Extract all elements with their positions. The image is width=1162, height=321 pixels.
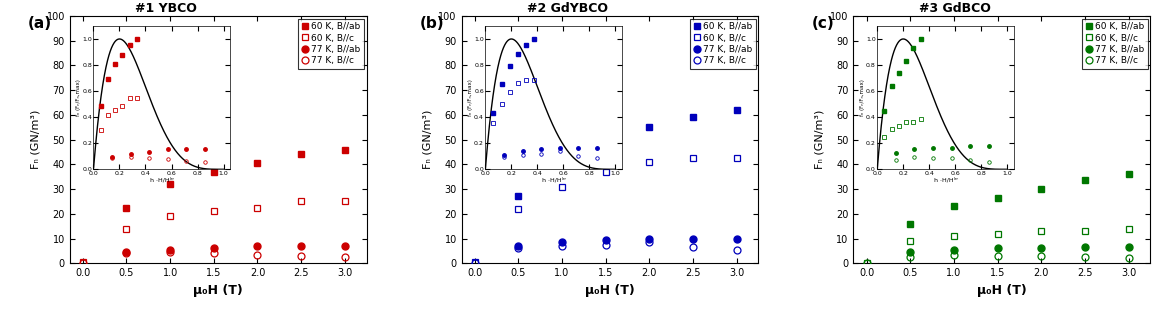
Legend: 60 K, B//ab, 60 K, B//c, 77 K, B//ab, 77 K, B//c: 60 K, B//ab, 60 K, B//c, 77 K, B//ab, 77… — [299, 19, 364, 69]
Text: #2 GdYBCO: #2 GdYBCO — [526, 2, 608, 15]
Y-axis label: Fₙ (GN/m³): Fₙ (GN/m³) — [815, 110, 825, 169]
Y-axis label: Fₙ (GN/m³): Fₙ (GN/m³) — [423, 110, 432, 169]
X-axis label: μ₀H (T): μ₀H (T) — [977, 284, 1027, 297]
X-axis label: μ₀H (T): μ₀H (T) — [193, 284, 243, 297]
Y-axis label: Fₙ (GN/m³): Fₙ (GN/m³) — [31, 110, 41, 169]
Text: (c): (c) — [812, 16, 834, 31]
Text: #3 GdBCO: #3 GdBCO — [919, 2, 991, 15]
X-axis label: μ₀H (T): μ₀H (T) — [586, 284, 634, 297]
Text: #1 YBCO: #1 YBCO — [135, 2, 196, 15]
Legend: 60 K, B//ab, 60 K, B//c, 77 K, B//ab, 77 K, B//c: 60 K, B//ab, 60 K, B//c, 77 K, B//ab, 77… — [1082, 19, 1148, 69]
Text: (a): (a) — [28, 16, 52, 31]
Text: (b): (b) — [419, 16, 445, 31]
Legend: 60 K, B//ab, 60 K, B//c, 77 K, B//ab, 77 K, B//c: 60 K, B//ab, 60 K, B//c, 77 K, B//ab, 77… — [690, 19, 755, 69]
